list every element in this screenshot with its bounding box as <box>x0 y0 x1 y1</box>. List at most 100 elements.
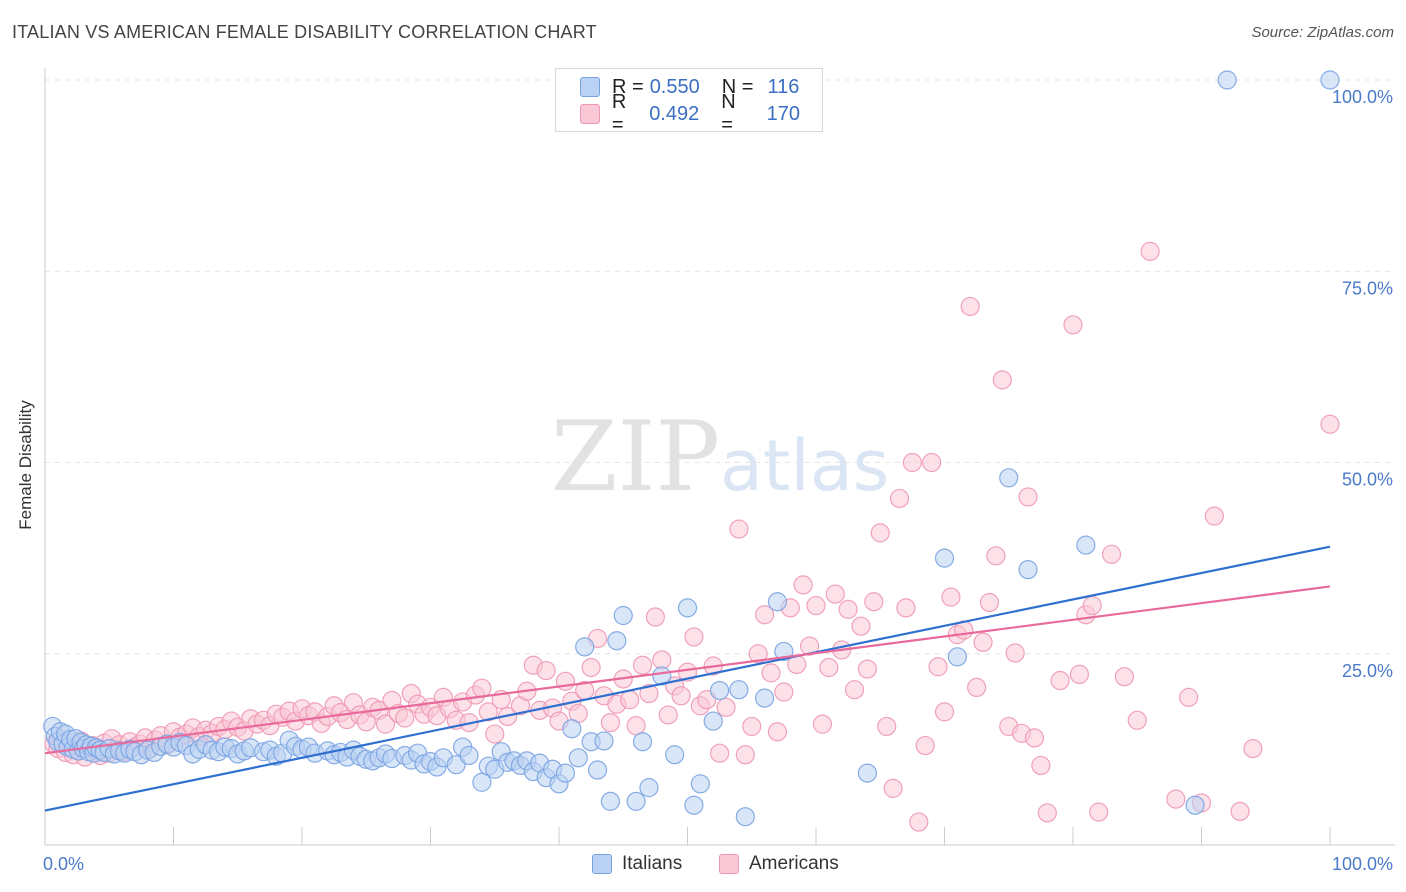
americans-point <box>922 452 942 473</box>
italians-point <box>690 774 710 794</box>
italians-point <box>703 711 723 731</box>
americans-point <box>395 708 415 728</box>
americans-point <box>1140 241 1160 261</box>
watermark-atlas: atlas <box>720 425 889 507</box>
legend-row-italians: R = 0.550 N = 116 <box>580 75 821 99</box>
italians-legend-label: Italians <box>622 853 683 874</box>
chart-title: ITALIAN VS AMERICAN FEMALE DISABILITY CO… <box>12 22 597 42</box>
americans-point <box>658 705 678 725</box>
americans-point <box>761 663 781 683</box>
italians-swatch <box>580 77 600 97</box>
italians-point <box>632 732 653 752</box>
americans-point <box>710 743 730 763</box>
italians-legend-swatch <box>592 854 612 874</box>
americans-legend-label: Americans <box>749 853 839 874</box>
italians-point <box>587 760 608 780</box>
americans-point <box>1204 506 1224 526</box>
legend-americans[interactable]: Americans <box>719 852 839 876</box>
americans-point <box>928 657 948 677</box>
americans-point <box>1050 670 1070 691</box>
italians-point <box>555 763 576 783</box>
americans-point <box>472 678 492 698</box>
americans-point <box>652 650 672 670</box>
americans-point <box>934 702 955 722</box>
americans-point <box>1089 802 1109 822</box>
italians-point <box>562 719 582 739</box>
americans-point <box>851 616 871 636</box>
americans-point <box>960 296 980 317</box>
americans-point <box>620 690 640 710</box>
americans-point <box>716 697 736 717</box>
americans-point <box>555 671 576 691</box>
americans-point <box>1031 755 1051 776</box>
americans-point <box>1127 710 1147 730</box>
americans-point <box>671 686 691 706</box>
y-tick-label: 50.0% <box>1342 470 1393 490</box>
italians-point <box>594 731 614 751</box>
americans-point <box>754 605 775 625</box>
watermark: ZIPatlas <box>551 401 889 513</box>
americans-point <box>639 683 659 704</box>
americans-point <box>742 716 762 737</box>
americans-point <box>729 519 749 539</box>
y-tick-label: 100.0% <box>1332 87 1393 107</box>
y-tick-label: 25.0% <box>1342 661 1393 681</box>
gridlines <box>45 79 1395 655</box>
americans-point <box>979 592 1000 613</box>
americans-point <box>915 735 935 756</box>
italians-point <box>600 791 621 811</box>
italians-point <box>677 598 698 618</box>
americans-point <box>485 724 505 744</box>
americans-point <box>844 680 865 700</box>
americans-point <box>645 607 665 627</box>
americans-point <box>986 546 1006 566</box>
americans-point <box>1101 544 1122 564</box>
americans-point <box>478 702 498 722</box>
italians-point <box>999 468 1019 488</box>
trend-lines <box>44 545 1331 812</box>
americans-point <box>1037 803 1057 823</box>
n-label: N = <box>721 91 736 136</box>
italians-point <box>665 745 685 765</box>
americans-point <box>1024 728 1045 748</box>
italians-point <box>767 592 788 612</box>
italians-point <box>639 778 659 798</box>
n-value: 170 <box>766 102 800 125</box>
americans-point <box>626 716 646 736</box>
americans-point <box>767 722 788 742</box>
italians-point <box>1320 70 1340 90</box>
americans-point <box>992 370 1012 390</box>
stats-legend: R = 0.550 N = 116 R = 0.492 N = 170 <box>555 68 823 136</box>
americans-point <box>600 712 621 733</box>
italians-point <box>857 763 878 783</box>
x-tick-label-min: 0.0% <box>43 854 84 874</box>
y-axis-label: Female Disability <box>16 400 35 530</box>
americans-point <box>1114 667 1135 687</box>
legend-italians[interactable]: Italians <box>592 852 682 876</box>
n-label: N = <box>721 75 754 98</box>
americans-point <box>684 627 704 647</box>
italians-point <box>459 745 479 766</box>
italians-point <box>934 548 955 568</box>
americans-point <box>973 632 993 652</box>
americans-point <box>793 575 813 595</box>
americans-point <box>857 659 878 679</box>
italians-point <box>754 688 775 708</box>
americans-points <box>44 241 1340 832</box>
tick-labels: 25.0% 50.0% 75.0% 100.0% 0.0% 100.0% <box>43 87 1393 874</box>
americans-point <box>889 488 910 509</box>
italians-point <box>1018 559 1038 580</box>
americans-swatch <box>580 104 600 124</box>
americans-point <box>1179 687 1199 707</box>
americans-legend-swatch <box>719 854 739 874</box>
americans-point <box>632 655 653 675</box>
x-tick-label-max: 100.0% <box>1332 854 1393 874</box>
italians-trend-line <box>44 545 1331 812</box>
italians-point <box>735 807 755 827</box>
americans-point <box>902 452 922 473</box>
americans-point <box>967 677 987 698</box>
italians-point <box>1076 535 1096 555</box>
americans-point <box>536 660 556 681</box>
americans-point <box>941 587 961 607</box>
americans-point <box>812 714 833 734</box>
